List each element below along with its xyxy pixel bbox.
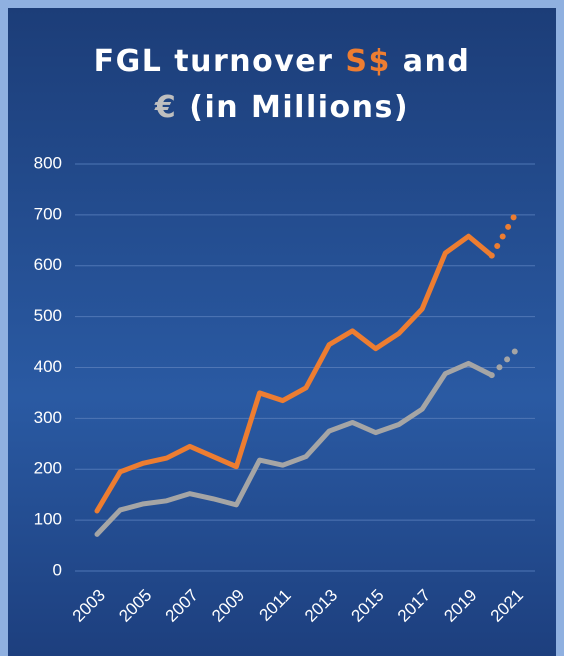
title: FGL turnover S$ and € (in Millions): [94, 44, 471, 125]
title-part: (in Millions): [177, 90, 409, 125]
background: [8, 8, 556, 656]
title-part: S$: [345, 44, 390, 79]
y-tick-label: 300: [34, 408, 62, 427]
projection-line: [488, 211, 518, 259]
y-tick-label: 0: [53, 560, 62, 579]
y-tick-label: 400: [34, 357, 62, 376]
y-tick-label: 600: [34, 255, 62, 274]
title-line: € (in Millions): [154, 90, 409, 125]
series-line: [94, 360, 495, 537]
series-line: [94, 233, 495, 514]
title-part: €: [154, 90, 177, 125]
y-tick-label: 800: [34, 153, 62, 172]
y-tick-label: 100: [34, 510, 62, 529]
title-part: FGL turnover: [94, 44, 346, 79]
y-tick-label: 700: [34, 204, 62, 223]
y-tick-label: 200: [34, 459, 62, 478]
y-tick-label: 500: [34, 306, 62, 325]
title-part: and: [391, 44, 471, 79]
title-line: FGL turnover S$ and: [94, 44, 471, 79]
